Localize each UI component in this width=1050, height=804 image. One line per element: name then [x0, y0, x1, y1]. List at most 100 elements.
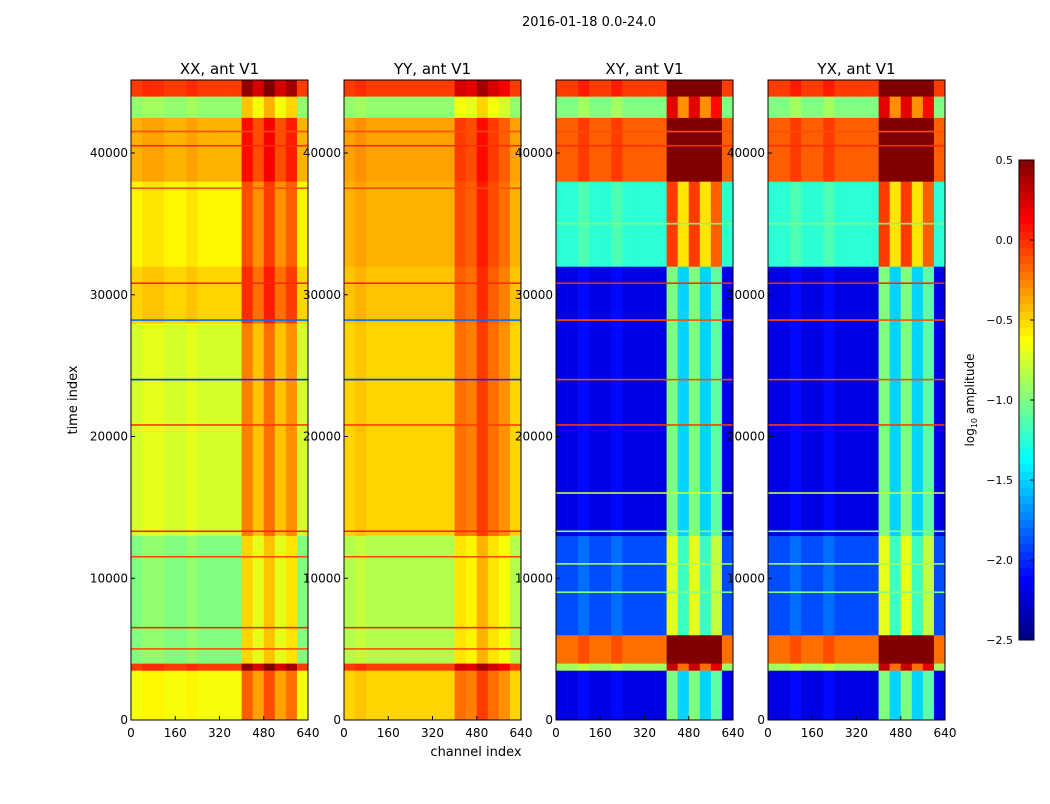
heatmap-cell	[487, 266, 500, 324]
heatmap-cell	[498, 117, 511, 182]
y-tick-label: 20000	[727, 430, 765, 444]
heatmap-cell	[633, 117, 645, 182]
heatmap-cell	[476, 266, 489, 324]
heatmap-cell	[366, 535, 378, 664]
heatmap-cell	[922, 80, 935, 97]
heatmap-cell	[186, 670, 198, 721]
heatmap-cell	[131, 96, 143, 118]
colorbar-segment	[1019, 456, 1034, 465]
heatmap-cell	[285, 181, 298, 267]
heatmap-cell	[388, 663, 400, 671]
heatmap-cell	[509, 117, 522, 182]
heatmap-cell	[131, 535, 143, 664]
heatmap-cell	[252, 663, 265, 671]
heatmap-cell	[900, 266, 913, 537]
heatmap-cell	[344, 266, 356, 324]
heatmap-cell	[600, 80, 612, 97]
heatmap-cell	[699, 96, 712, 118]
heatmap-cell	[589, 535, 601, 636]
heatmap-cell	[421, 266, 433, 324]
colorbar-segment	[1019, 432, 1034, 441]
heatmap-cell	[285, 663, 298, 671]
flag-line	[556, 424, 733, 426]
flag-line	[768, 563, 945, 565]
heatmap-cell	[208, 117, 220, 182]
heatmap-cell	[421, 323, 433, 537]
heatmap-cell	[296, 117, 309, 182]
heatmap-cell	[443, 670, 455, 721]
heatmap-cell	[589, 634, 601, 664]
y-axis-label: time index	[66, 365, 81, 434]
heatmap-cell	[633, 266, 645, 537]
heatmap-cell	[812, 96, 824, 118]
heatmap-cell	[710, 535, 723, 636]
heatmap-cell	[377, 181, 389, 267]
heatmap-cell	[454, 117, 466, 182]
flag-line	[768, 222, 945, 225]
flag-line	[131, 424, 308, 426]
heatmap-cell	[164, 670, 176, 721]
heatmap-cell	[933, 96, 946, 118]
heatmap-cell	[432, 266, 444, 324]
heatmap-cell	[377, 117, 389, 182]
heatmap-cell	[465, 80, 478, 97]
y-tick-label: 0	[333, 713, 341, 727]
heatmap-cell	[296, 266, 309, 324]
colorbar-segment	[1019, 248, 1034, 257]
colorbar-segment	[1019, 408, 1034, 417]
heatmap-cell	[432, 323, 444, 537]
colorbar-segment	[1019, 600, 1034, 609]
heatmap-cell	[377, 670, 389, 721]
heatmap-cell	[834, 117, 846, 182]
heatmap-cell	[666, 663, 678, 671]
colorbar: 0.5 0.0 −0.5 −1.0 −1.5 −2.0 −2.5 log10 amplitud…	[963, 154, 1035, 647]
heatmap-cell	[175, 663, 187, 671]
heatmap-cell	[498, 266, 511, 324]
heatmap-cell	[296, 80, 309, 97]
heatmap-cell	[432, 670, 444, 721]
heatmap-cell	[208, 80, 220, 97]
heatmap-cell	[644, 266, 656, 537]
colorbar-segment	[1019, 376, 1034, 385]
heatmap-cell	[197, 96, 209, 118]
heatmap-cell	[911, 535, 924, 636]
x-tick-label: 160	[801, 726, 824, 740]
heatmap-cell	[355, 117, 367, 182]
heatmap-cell	[153, 323, 165, 537]
heatmap-cell	[241, 535, 253, 664]
heatmap-cell	[911, 266, 924, 537]
colorbar-segment	[1019, 344, 1034, 353]
heatmap-cell	[666, 266, 678, 537]
heatmap-cell	[186, 80, 198, 97]
heatmap-cell	[889, 634, 902, 664]
heatmap-cell	[589, 663, 601, 671]
flag-line	[556, 282, 733, 285]
heatmap-cell	[600, 535, 612, 636]
heatmap-cell	[252, 266, 265, 324]
heatmap-cell	[388, 181, 400, 267]
heatmap-cell	[677, 96, 690, 118]
heatmap-cell	[296, 323, 309, 537]
heatmap-cell	[812, 266, 824, 537]
heatmap-cell	[388, 117, 400, 182]
heatmap-cell	[878, 266, 890, 537]
heatmap-cell	[274, 117, 287, 182]
flag-line	[344, 282, 521, 285]
heatmap-cell	[487, 323, 500, 537]
heatmap-cell	[296, 181, 309, 267]
heatmap-cell	[633, 96, 645, 118]
heatmap-cell	[567, 663, 579, 671]
heatmap-cell	[721, 117, 734, 182]
heatmap-cell	[153, 266, 165, 324]
flag-line	[344, 648, 521, 650]
flag-line	[131, 530, 308, 533]
heatmap-cell	[252, 117, 265, 182]
heatmap-cell	[856, 634, 868, 664]
heatmap-cell	[465, 266, 478, 324]
heatmap-cell	[922, 634, 935, 664]
heatmap-cell	[432, 181, 444, 267]
heatmap-cell	[285, 670, 298, 721]
colorbar-segment	[1019, 384, 1034, 393]
heatmap-cell	[589, 117, 601, 182]
heatmap-cell	[296, 663, 309, 671]
